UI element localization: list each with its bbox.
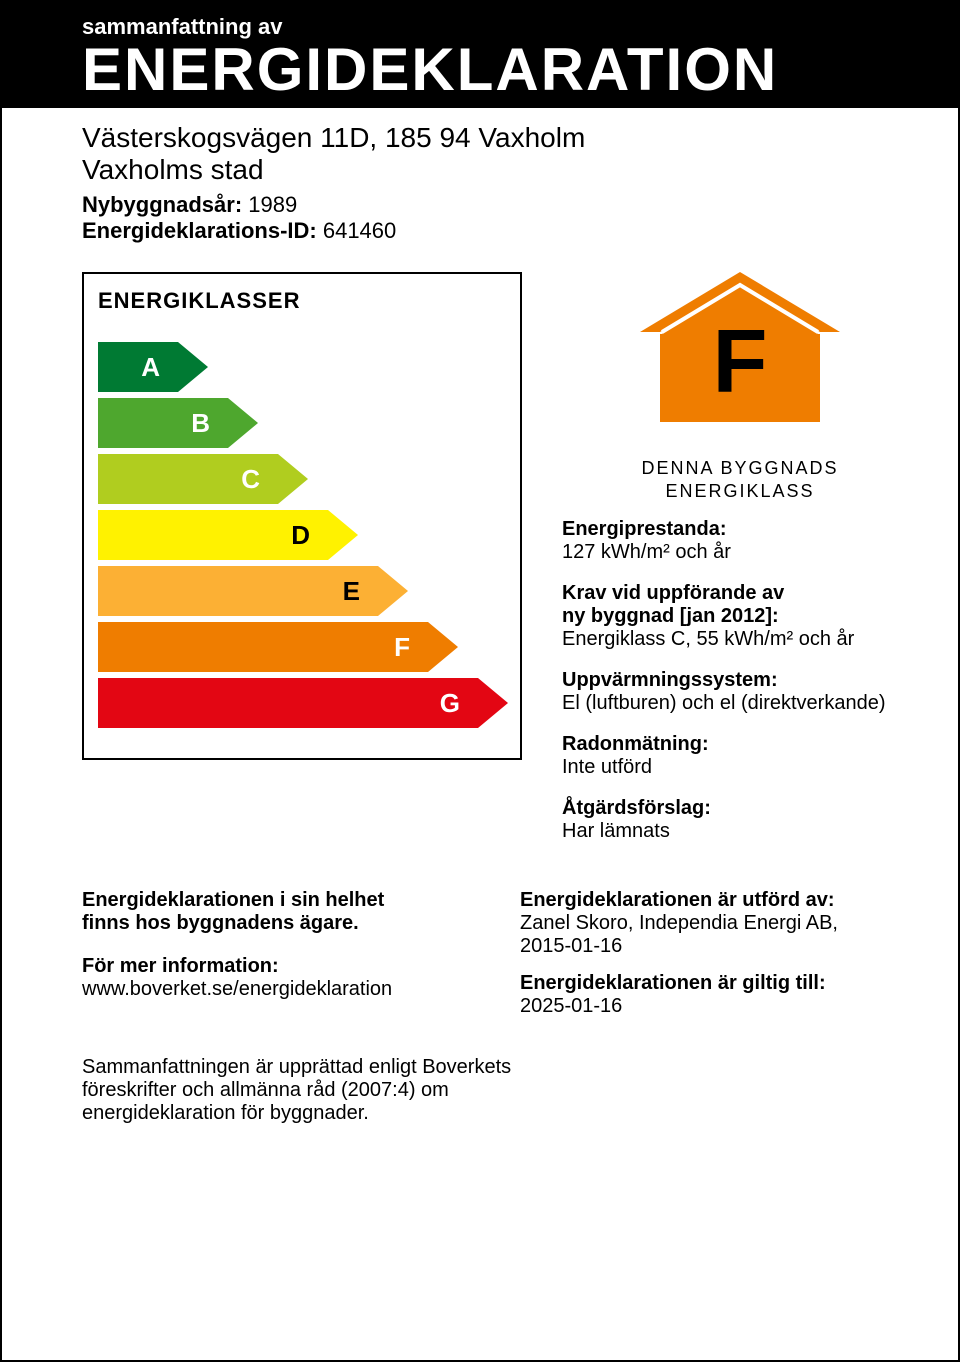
id-value: 641460 — [323, 218, 396, 243]
class-arrow-a: A — [98, 342, 178, 392]
performed-by-label: Energideklarationen är utförd av: — [520, 889, 918, 912]
right-column: F DENNA BYGGNADS ENERGIKLASS Energiprest… — [562, 272, 918, 861]
class-arrows: A B C D E F G — [98, 342, 506, 728]
meta-id: Energideklarations-ID: 641460 — [82, 218, 918, 244]
footer-note: Sammanfattningen är upprättad enligt Bov… — [2, 1032, 562, 1125]
performed-by-date: 2015-01-16 — [520, 935, 918, 958]
krav-label-line2: ny byggnad [jan 2012]: — [562, 605, 918, 628]
class-arrow-e: E — [98, 566, 378, 616]
house-icon: F — [640, 272, 840, 442]
atgard-value: Har lämnats — [562, 820, 918, 843]
house-letter: F — [713, 312, 768, 412]
address-block: Västerskogsvägen 11D, 185 94 Vaxholm Vax… — [2, 108, 958, 252]
house-badge: F DENNA BYGGNADS ENERGIKLASS — [562, 272, 918, 502]
radon-block: Radonmätning: Inte utförd — [562, 733, 918, 779]
bottom-left-block: Energideklarationen i sin helhet finns h… — [82, 889, 480, 1032]
more-info-url: www.boverket.se/energideklaration — [82, 978, 480, 1001]
class-arrow-g: G — [98, 678, 478, 728]
full-declaration-note: Energideklarationen i sin helhet finns h… — [82, 889, 480, 935]
class-arrow-c: C — [98, 454, 278, 504]
uppvarm-value: El (luftburen) och el (direktverkande) — [562, 692, 918, 715]
krav-block: Krav vid uppförande av ny byggnad [jan 2… — [562, 582, 918, 651]
class-chart-title: ENERGIKLASSER — [98, 288, 506, 314]
performed-by-block: Energideklarationen är utförd av: Zanel … — [520, 889, 918, 958]
year-value: 1989 — [248, 192, 297, 217]
krav-label-line1: Krav vid uppförande av — [562, 582, 918, 605]
house-caption: DENNA BYGGNADS ENERGIKLASS — [562, 457, 918, 502]
full-declaration-line1: Energideklarationen i sin helhet — [82, 889, 480, 912]
class-arrow-d: D — [98, 510, 328, 560]
radon-label: Radonmätning: — [562, 733, 918, 756]
address-line1: Västerskogsvägen 11D, 185 94 Vaxholm — [82, 122, 918, 154]
class-arrow-f: F — [98, 622, 428, 672]
energy-class-chart: ENERGIKLASSER A B C D E F G — [82, 272, 522, 760]
uppvarm-label: Uppvärmningssystem: — [562, 669, 918, 692]
id-label: Energideklarations-ID: — [82, 218, 317, 243]
address-line2: Vaxholms stad — [82, 154, 918, 186]
more-info-label: För mer information: — [82, 955, 480, 978]
class-arrow-b: B — [98, 398, 228, 448]
valid-until-label: Energideklarationen är giltig till: — [520, 972, 918, 995]
energiprestanda-value: 127 kWh/m² och år — [562, 541, 918, 564]
energiprestanda-block: Energiprestanda: 127 kWh/m² och år — [562, 518, 918, 564]
house-caption-line1: DENNA BYGGNADS — [562, 457, 918, 480]
header-band: sammanfattning av ENERGIDEKLARATION — [2, 2, 958, 108]
bottom-right-block: Energideklarationen är utförd av: Zanel … — [520, 889, 918, 1032]
full-declaration-line2: finns hos byggnadens ägare. — [82, 912, 480, 935]
energiprestanda-label: Energiprestanda: — [562, 518, 918, 541]
radon-value: Inte utförd — [562, 756, 918, 779]
atgard-block: Åtgärdsförslag: Har lämnats — [562, 797, 918, 843]
valid-until-date: 2025-01-16 — [520, 995, 918, 1018]
atgard-label: Åtgärdsförslag: — [562, 797, 918, 820]
header-title: ENERGIDEKLARATION — [82, 40, 918, 100]
meta-year: Nybyggnadsår: 1989 — [82, 192, 918, 218]
performed-by-name: Zanel Skoro, Independia Energi AB, — [520, 912, 918, 935]
details-list: Energiprestanda: 127 kWh/m² och år Krav … — [562, 518, 918, 843]
more-info-block: För mer information: www.boverket.se/ene… — [82, 955, 480, 1001]
krav-value: Energiklass C, 55 kWh/m² och år — [562, 628, 918, 651]
uppvarm-block: Uppvärmningssystem: El (luftburen) och e… — [562, 669, 918, 715]
year-label: Nybyggnadsår: — [82, 192, 242, 217]
valid-until-block: Energideklarationen är giltig till: 2025… — [520, 972, 918, 1018]
house-caption-line2: ENERGIKLASS — [562, 480, 918, 503]
